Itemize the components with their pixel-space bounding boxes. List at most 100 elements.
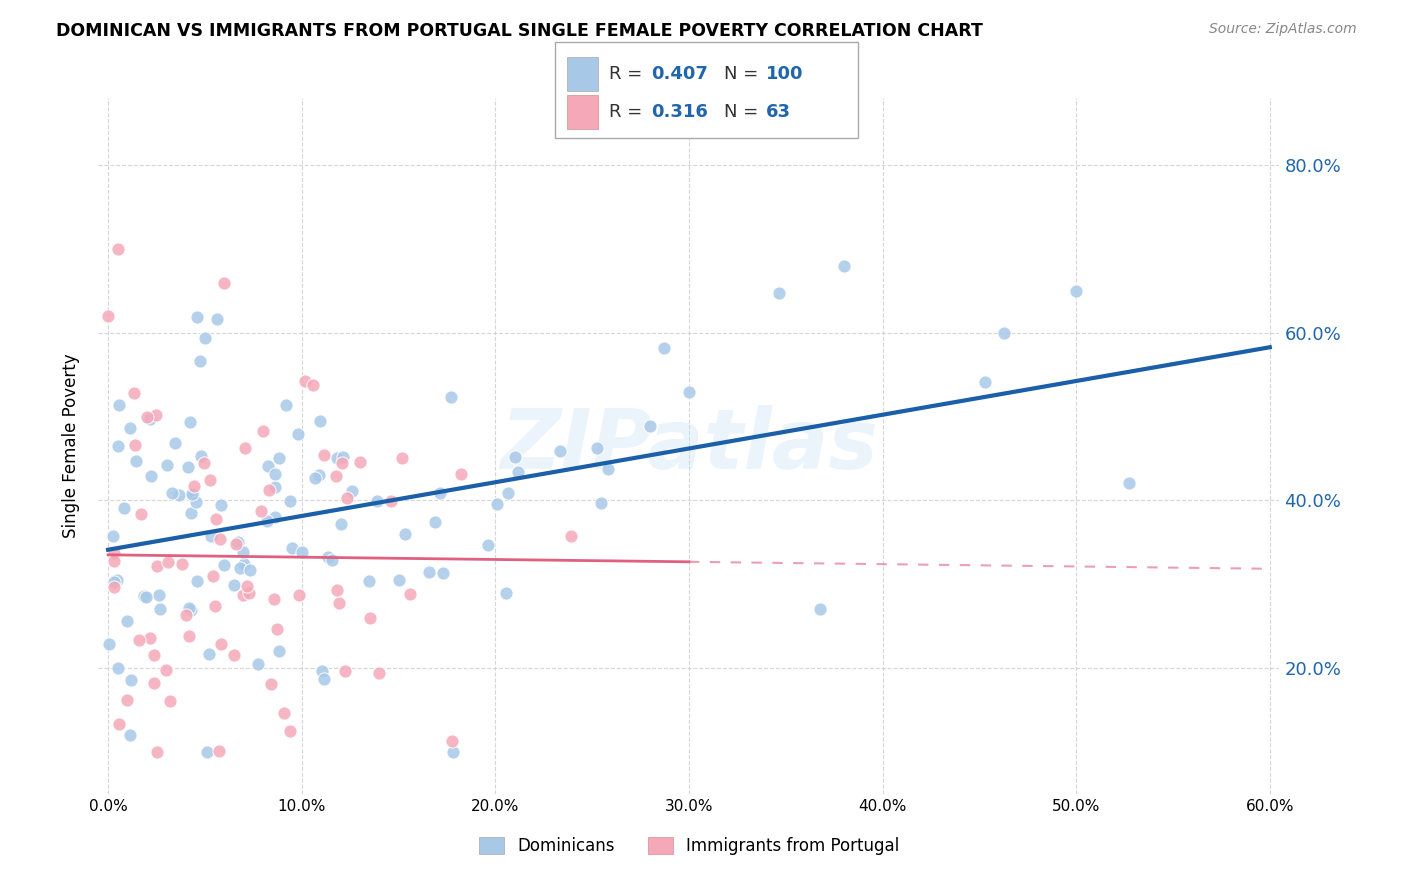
Point (181, 487, 204, 501)
Point (264, 467, 287, 481)
Point (177, 460, 200, 475)
Point (418, 565, 440, 579)
Text: N =: N = (724, 65, 763, 83)
Point (139, 631, 162, 645)
Point (222, 577, 245, 591)
Point (188, 354, 211, 368)
Point (107, 573, 129, 587)
Point (291, 545, 314, 559)
Point (429, 485, 451, 500)
Text: R =: R = (609, 65, 648, 83)
Point (232, 545, 254, 559)
Point (678, 385, 700, 400)
Point (388, 574, 411, 588)
Point (302, 377, 325, 392)
Point (238, 585, 260, 599)
Point (179, 629, 201, 643)
Point (1064, 284, 1087, 298)
Point (198, 473, 221, 487)
Point (142, 675, 165, 690)
Point (183, 478, 205, 492)
Point (328, 596, 350, 610)
Point (193, 331, 215, 345)
Point (257, 458, 280, 473)
Point (294, 374, 316, 388)
Point (486, 497, 509, 511)
Point (124, 385, 146, 400)
Point (993, 326, 1015, 341)
Point (209, 498, 232, 512)
Point (391, 450, 413, 465)
Point (246, 657, 269, 671)
Point (266, 622, 288, 636)
Point (118, 728, 141, 742)
Point (117, 693, 139, 707)
Point (149, 602, 172, 616)
Point (145, 408, 167, 422)
Point (239, 563, 262, 577)
Point (496, 486, 519, 500)
Point (281, 541, 304, 555)
Point (186, 574, 208, 588)
Point (308, 468, 330, 483)
Point (125, 453, 148, 467)
Point (139, 469, 162, 483)
Point (325, 582, 347, 597)
Text: 0.407: 0.407 (651, 65, 707, 83)
Point (179, 415, 201, 429)
Point (209, 637, 232, 651)
Point (132, 590, 155, 604)
Point (638, 419, 661, 434)
Point (443, 745, 465, 759)
Point (148, 588, 170, 602)
Point (441, 734, 464, 748)
Point (236, 578, 259, 592)
Point (156, 556, 179, 570)
Point (208, 744, 231, 758)
Point (560, 529, 582, 543)
Point (394, 527, 416, 541)
Point (202, 569, 225, 583)
Point (314, 672, 336, 686)
Point (103, 580, 125, 594)
Point (101, 529, 124, 543)
Point (145, 745, 167, 759)
Point (280, 724, 302, 739)
Point (107, 439, 129, 453)
Point (195, 745, 218, 759)
Point (440, 390, 463, 404)
Point (112, 500, 135, 515)
Legend: Dominicans, Immigrants from Portugal: Dominicans, Immigrants from Portugal (472, 830, 905, 862)
Point (193, 456, 215, 470)
Point (359, 611, 381, 625)
Point (135, 590, 157, 604)
Point (143, 648, 166, 663)
Point (224, 648, 246, 662)
Text: Source: ZipAtlas.com: Source: ZipAtlas.com (1209, 22, 1357, 37)
Point (120, 673, 142, 688)
Point (652, 341, 675, 355)
Point (1118, 475, 1140, 490)
Point (128, 632, 150, 647)
Point (214, 276, 236, 290)
Point (184, 494, 207, 508)
Y-axis label: Single Female Poverty: Single Female Poverty (62, 354, 80, 538)
Point (181, 487, 204, 501)
Point (205, 512, 228, 526)
Point (349, 455, 371, 469)
Point (124, 438, 146, 452)
Point (117, 614, 139, 628)
Point (249, 504, 271, 518)
Point (197, 648, 219, 662)
Point (332, 450, 354, 465)
Point (336, 491, 359, 505)
Point (167, 488, 190, 502)
Point (423, 516, 446, 530)
Point (107, 660, 129, 674)
Point (264, 510, 287, 524)
Point (342, 484, 364, 499)
Point (103, 546, 125, 560)
Point (287, 426, 309, 441)
Point (180, 603, 202, 617)
Point (103, 554, 125, 568)
